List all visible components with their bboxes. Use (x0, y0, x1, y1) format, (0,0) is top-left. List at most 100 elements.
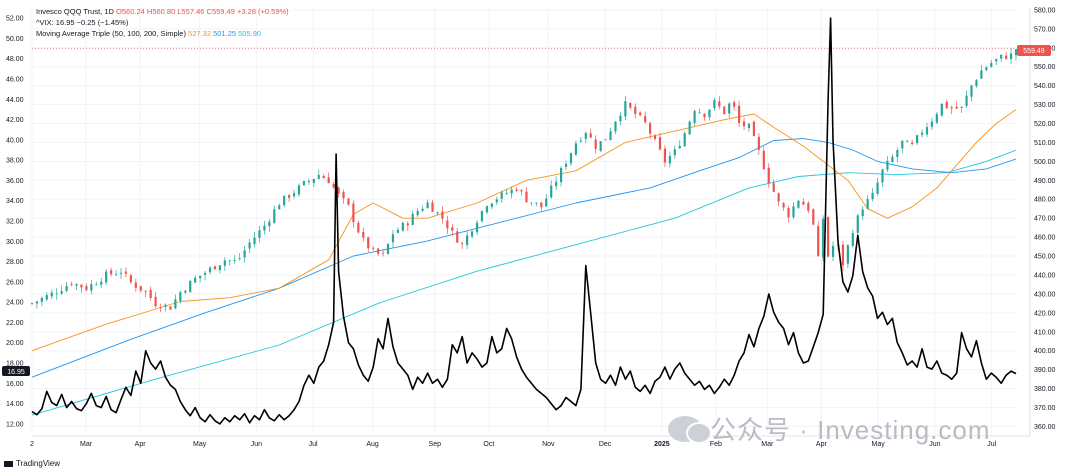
candle-body (703, 113, 706, 118)
price-badge-bg (1017, 45, 1051, 56)
candle-body (70, 284, 73, 286)
candle-body (569, 153, 573, 164)
candle-body (812, 209, 815, 225)
candle-body (327, 177, 330, 184)
candle-body (1014, 49, 1018, 56)
candle-body (238, 258, 241, 260)
x-tick-label: Sep (429, 441, 442, 448)
candle-body (312, 179, 315, 183)
y-right-tick-label: 430.00 (1034, 291, 1056, 298)
candle-body (421, 208, 424, 211)
candle-body (960, 106, 963, 108)
candle-body (139, 286, 142, 291)
candle-body (288, 195, 291, 198)
candle-body (45, 295, 48, 300)
y-left-tick-label: 46.00 (6, 77, 24, 84)
candle-body (278, 205, 281, 210)
candle-body (658, 137, 662, 150)
y-right-tick-label: 420.00 (1034, 310, 1056, 317)
y-left-tick-label: 22.00 (6, 320, 24, 327)
y-left-tick-label: 40.00 (6, 137, 24, 144)
candle-body (243, 250, 246, 258)
candle-body (985, 67, 988, 71)
candle-body (500, 192, 503, 199)
watermark: 公众号 · Investing.com (668, 410, 991, 447)
candle-body (767, 167, 770, 184)
candle-body (362, 232, 365, 238)
x-tick-label: Oct (483, 441, 494, 448)
legend-ma100-value: 501.25 (213, 29, 237, 38)
candle-body (149, 289, 152, 299)
x-tick-label: Feb (710, 441, 722, 448)
y-left-tick-label: 18.00 (6, 361, 24, 368)
candle-body (100, 281, 103, 285)
candle-body (772, 183, 775, 192)
y-right-tick-label: 440.00 (1034, 272, 1056, 279)
candle-body (802, 201, 805, 205)
y-right-tick-label: 390.00 (1034, 367, 1056, 374)
candle-body (65, 285, 68, 291)
candle-body (634, 106, 637, 114)
y-right-tick-label: 540.00 (1034, 83, 1056, 90)
candle-body (550, 185, 553, 198)
candle-body (866, 199, 869, 209)
candle-body (668, 156, 671, 164)
candle-body (451, 227, 454, 231)
x-tick-label: Jul (309, 441, 318, 448)
candle-body (208, 267, 212, 273)
candle-body (475, 222, 479, 233)
candle-body (871, 192, 874, 200)
candle-body (377, 248, 380, 254)
candle-body (461, 243, 464, 244)
candle-body (747, 123, 751, 129)
legend-ma-name[interactable]: Moving Average Triple (50, 100, 200, Sim… (36, 29, 186, 38)
candle-body (124, 271, 128, 274)
vix-badge-bg (2, 366, 30, 376)
candle-body (485, 206, 489, 213)
candle-body (164, 304, 167, 307)
legend-vix[interactable]: ^VIX: 16.95 −0.25 (−1.45%) (36, 18, 129, 27)
tradingview-attribution[interactable]: TradingView (4, 459, 60, 468)
legend-vix-row: ^VIX: 16.95 −0.25 (−1.45%) (36, 17, 289, 28)
candle-body (644, 115, 647, 123)
candle-body (317, 174, 320, 179)
legend-symbol[interactable]: Invesco QQQ Trust, 1D (36, 7, 114, 16)
candle-body (752, 121, 756, 136)
candle-body (119, 272, 123, 274)
candle-body (891, 156, 894, 162)
candle-body (599, 141, 602, 151)
candle-body (228, 260, 231, 262)
candle-body (629, 102, 632, 108)
candle-body (213, 266, 217, 270)
candle-body (950, 107, 953, 109)
y-left-tick-label: 26.00 (6, 279, 24, 286)
candle-body (886, 160, 889, 170)
y-right-tick-label: 580.00 (1034, 7, 1056, 14)
candle-body (609, 131, 612, 140)
candle-body (154, 296, 157, 307)
legend-ma50-value: 527.32 (188, 29, 211, 38)
candle-body (831, 245, 835, 257)
candle-body (337, 187, 340, 194)
candle-body (342, 191, 345, 199)
y-right-tick-label: 500.00 (1034, 159, 1056, 166)
legend-ohlc: O560.24 H560.80 L557.46 C559.49 +3.28 (+… (116, 7, 289, 16)
y-right-tick-label: 570.00 (1034, 26, 1056, 33)
candle-body (184, 290, 187, 293)
candle-body (723, 106, 726, 115)
vix-badge-label: 16.95 (7, 369, 25, 376)
candle-body (391, 234, 395, 243)
candle-body (372, 247, 375, 249)
candle-body (678, 145, 681, 149)
candle-body (441, 211, 444, 219)
candle-body (332, 183, 335, 188)
candle-body (584, 133, 587, 139)
price-badge-label: 559.49 (1023, 48, 1045, 55)
candle-body (579, 140, 582, 142)
x-tick-label: Dec (599, 441, 612, 448)
candle-body (535, 202, 538, 204)
watermark-text: 公众号 · Investing.com (710, 415, 991, 445)
y-right-tick-label: 410.00 (1034, 329, 1056, 336)
candle-body (817, 226, 820, 257)
candle-body (614, 121, 617, 132)
